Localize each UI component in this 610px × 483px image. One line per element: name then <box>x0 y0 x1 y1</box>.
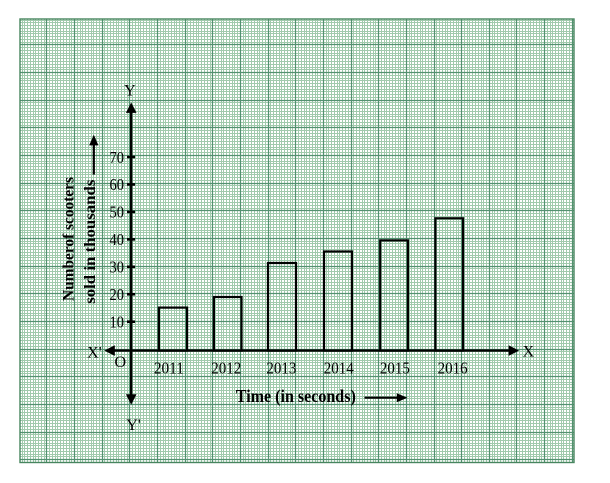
svg-text:50: 50 <box>110 203 125 222</box>
svg-text:20: 20 <box>110 285 125 304</box>
svg-text:60: 60 <box>110 175 125 194</box>
svg-text:X: X <box>523 344 535 361</box>
svg-text:70: 70 <box>110 148 125 167</box>
svg-text:Time (in seconds): Time (in seconds) <box>236 386 356 406</box>
svg-text:10: 10 <box>110 313 125 332</box>
svg-text:2012: 2012 <box>211 358 241 377</box>
svg-text:O: O <box>115 354 127 371</box>
svg-text:X': X' <box>87 344 102 361</box>
svg-text:2011: 2011 <box>154 358 184 377</box>
svg-text:Numberof scooters: Numberof scooters <box>60 177 77 301</box>
svg-text:Y: Y <box>124 83 136 100</box>
svg-text:40: 40 <box>110 230 125 249</box>
svg-text:Y': Y' <box>126 417 141 434</box>
svg-text:30: 30 <box>110 258 125 277</box>
svg-text:sold in thousands: sold in thousands <box>82 180 99 304</box>
svg-text:2015: 2015 <box>380 358 410 377</box>
svg-text:2014: 2014 <box>324 358 354 377</box>
svg-text:2016: 2016 <box>438 358 468 377</box>
svg-text:2013: 2013 <box>266 358 296 377</box>
